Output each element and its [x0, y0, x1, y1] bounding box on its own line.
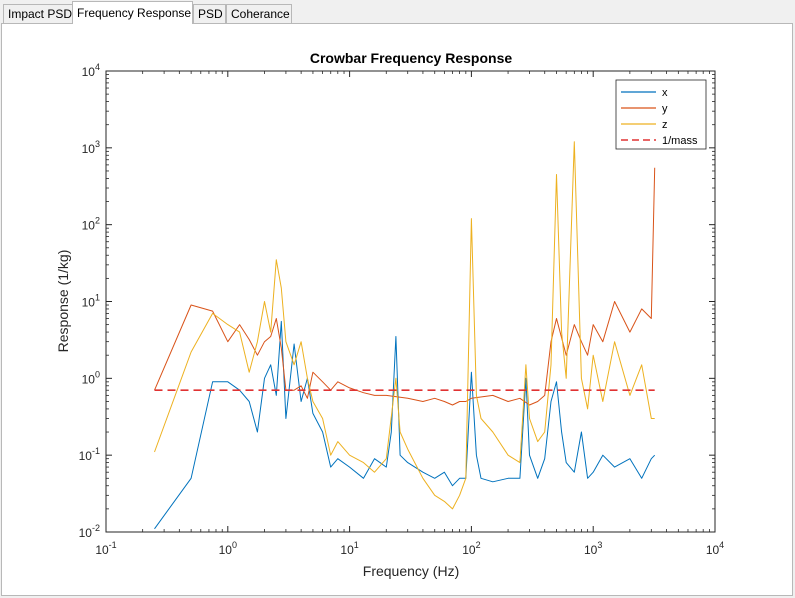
tab-coherance[interactable]: Coherance: [226, 4, 292, 23]
legend-label: x: [662, 87, 668, 99]
y-tick-label: 103: [82, 139, 100, 156]
x-tick-label: 10-1: [95, 540, 116, 557]
tick-layer: 10-1 100 101 102 103 10410-210-11001011021031…: [79, 62, 725, 557]
y-tick-label: 10-1: [79, 446, 100, 463]
series-line-3: [154, 141, 655, 510]
x-tick-label: 103: [584, 540, 602, 557]
y-tick-label: 102: [82, 216, 100, 233]
legend: xyz 1/mass: [615, 79, 707, 150]
x-tick-label: 101: [340, 540, 358, 557]
y-tick-label: 104: [82, 62, 100, 79]
series-layer: [154, 141, 656, 530]
x-tick-label: 102: [462, 540, 480, 557]
series-line-1: [154, 320, 656, 530]
x-tick-label: 100: [219, 540, 237, 557]
tab-psd[interactable]: PSD: [193, 4, 226, 23]
tab-impact-psd[interactable]: Impact PSD: [3, 4, 73, 23]
y-tick-label: 101: [82, 293, 100, 310]
tab-bar: Impact PSD Frequency Response PSD Cohera…: [0, 0, 795, 25]
y-tick-label: 100: [82, 369, 100, 386]
y-tick-label: 10-2: [79, 523, 100, 540]
x-tick-label: 104: [706, 540, 724, 557]
y-axis-label: Response (1/kg): [55, 250, 71, 353]
tab-frequency-response[interactable]: Frequency Response: [72, 1, 193, 24]
legend-label: y: [662, 103, 668, 115]
legend-label: 1/mass: [662, 135, 698, 147]
legend-label: z: [662, 119, 668, 131]
chart-title: Crowbar Frequency Response: [310, 50, 512, 66]
x-axis-label: Frequency (Hz): [363, 563, 459, 579]
